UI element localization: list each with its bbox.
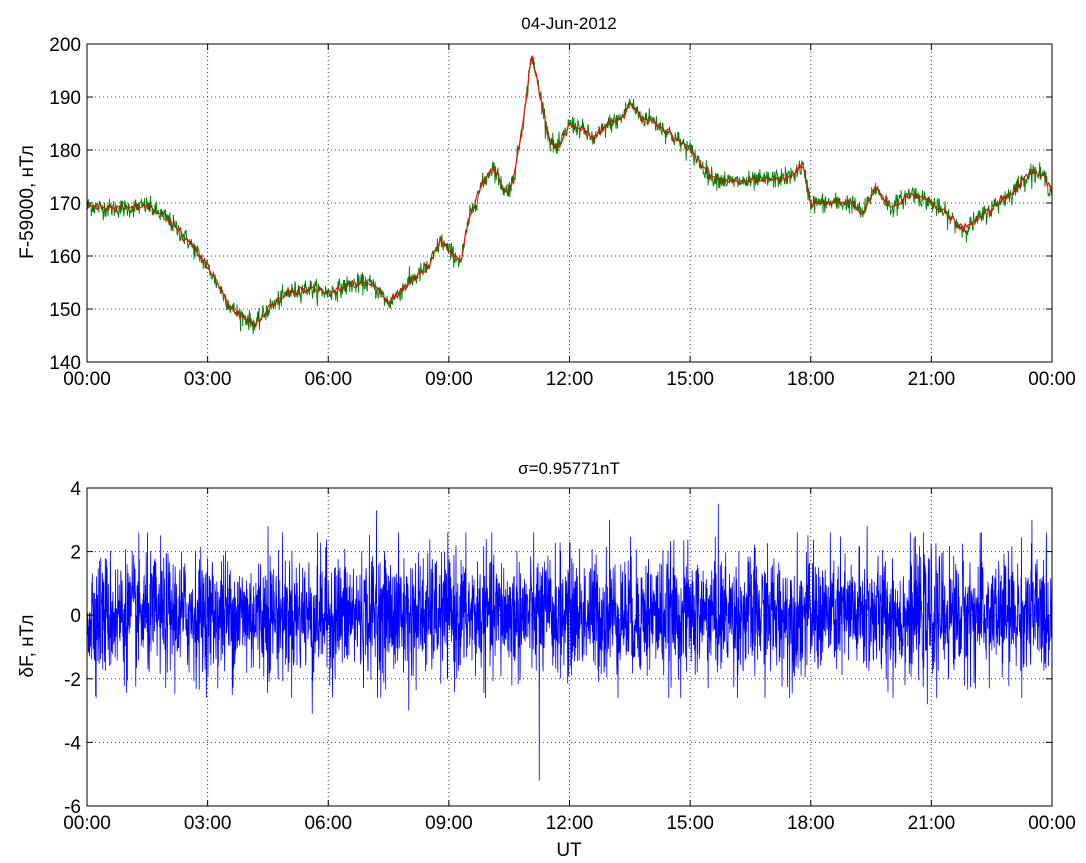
x-tick-label: 12:00	[546, 813, 594, 834]
series-raw	[86, 55, 1053, 335]
x-tick-label: 18:00	[787, 369, 835, 390]
y-tick-label: 190	[49, 88, 81, 109]
y-tick-label: 170	[49, 194, 81, 215]
x-tick-label: 06:00	[304, 369, 352, 390]
x-tick-label: 15:00	[666, 369, 714, 390]
x-tick-label: 09:00	[425, 813, 473, 834]
x-tick-label: 18:00	[787, 813, 835, 834]
y-tick-label: -4	[64, 733, 81, 754]
y-tick-label: 2	[70, 543, 81, 564]
y-tick-label: 150	[49, 300, 81, 321]
x-tick-label: 09:00	[425, 369, 473, 390]
ticks	[86, 43, 1053, 363]
x-tick-label: 00:00	[63, 813, 111, 834]
series-residual	[86, 503, 1053, 781]
tick-labels: 00:00 03:00 06:00 09:00 12:00 15:00 18:00 21:00…	[63, 479, 1076, 834]
ticks	[86, 487, 1053, 807]
x-tick-label: 06:00	[304, 813, 352, 834]
x-tick-label: 03:00	[184, 813, 232, 834]
y-axis-label: F-59000, нТл	[17, 145, 38, 259]
series-group	[86, 54, 1053, 335]
x-tick-label: 12:00	[546, 369, 594, 390]
chart-title: σ=0.95771nT	[518, 459, 620, 478]
tick-labels: 00:00 03:00 06:00 09:00 12:00 15:00 18:00 21:00…	[49, 35, 1075, 390]
y-tick-label: 140	[49, 353, 81, 374]
chart-field-intensity: 04-Jun-2012 F-59000, нТл 00:00 03:00 06:00…	[17, 14, 1076, 390]
x-tick-label: 00:00	[1028, 813, 1076, 834]
x-tick-label: 03:00	[184, 369, 232, 390]
x-tick-label: 21:00	[908, 813, 956, 834]
series-group	[86, 503, 1053, 781]
x-tick-label: 15:00	[666, 813, 714, 834]
y-tick-label: -6	[64, 797, 81, 818]
grid-lines	[87, 44, 1052, 362]
y-tick-label: -2	[64, 670, 81, 691]
y-tick-label: 180	[49, 141, 81, 162]
y-tick-label: 200	[49, 35, 81, 56]
x-tick-label: 00:00	[1028, 369, 1076, 390]
y-tick-label: 0	[70, 606, 81, 627]
y-axis-label: δF, нТл	[17, 615, 38, 678]
chart-residual: σ=0.95771nT δF, нТл UT 00:00 03:00 06:00 09…	[17, 459, 1076, 861]
y-tick-label: 4	[70, 479, 81, 500]
x-tick-label: 21:00	[908, 369, 956, 390]
y-tick-label: 160	[49, 247, 81, 268]
chart-title: 04-Jun-2012	[521, 14, 616, 33]
series-smoothed	[86, 54, 1053, 328]
x-axis-label: UT	[556, 840, 582, 861]
x-tick-label: 00:00	[63, 369, 111, 390]
